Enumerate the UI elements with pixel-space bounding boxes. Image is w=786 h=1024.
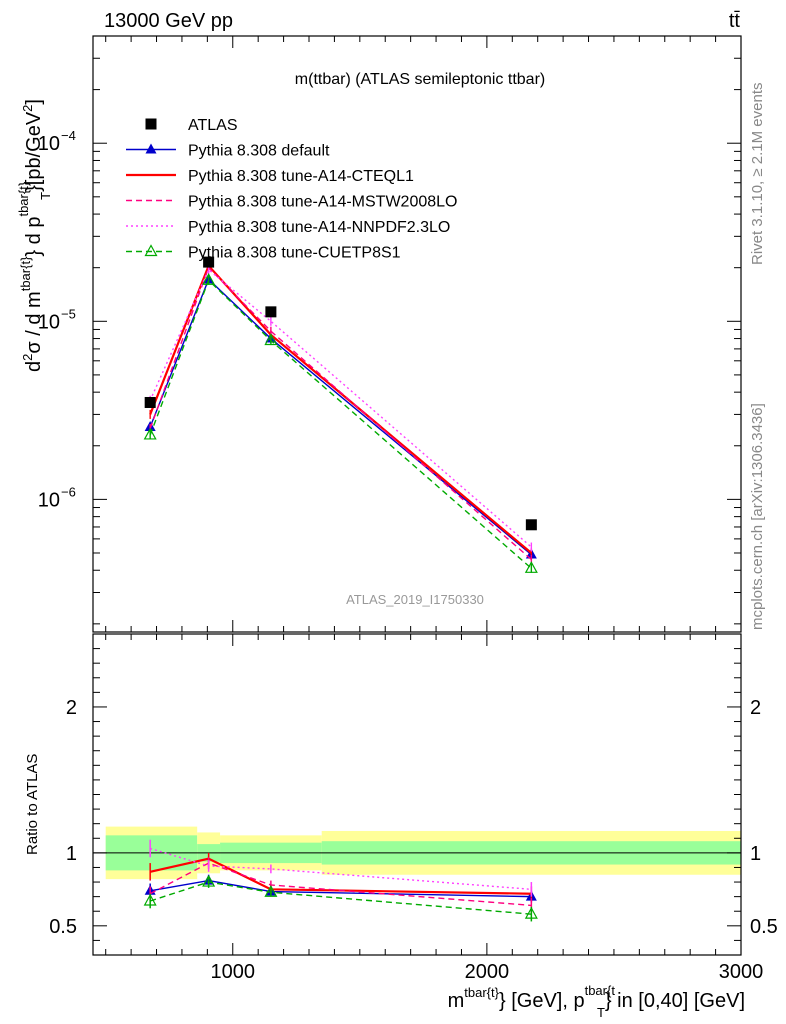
x-tick-label: 3000 [719,961,764,983]
data-point [525,519,537,531]
x-tick-label: 1000 [211,961,256,983]
series-point [202,273,216,285]
ratio-y-tick-label-right: 2 [750,697,761,719]
legend-marker [145,143,157,154]
y-tick-label: 10 [38,133,60,155]
legend-label: ATLAS [188,117,238,134]
series-line [149,263,533,554]
y-tick-label: 10 [38,311,60,333]
series-line [149,278,532,556]
series-point [143,427,157,440]
legend: ATLAS Pythia 8.308 default Pythia 8.308 tu… [126,117,457,262]
ratio-point [264,885,278,897]
axis-labels: mtbar{t}} [GeV], ptbar{t T} in [0,40] [Ge… [16,99,745,1020]
legend-marker [144,244,158,257]
ratio-point [202,874,216,887]
ratio-y-tick-label-right: 1 [750,843,761,865]
series-point [524,561,538,573]
y-tick-exponent: −4 [61,128,76,143]
plot-title: m(ttbar) (ATLAS semileptonic ttbar) [295,71,545,88]
ratio-panel-frame [92,633,742,956]
header-right: tt̄ [729,10,741,32]
ratio-y-tick-label: 0.5 [49,916,77,938]
ratio-axis-label: Ratio to ATLAS [24,754,41,855]
legend-label: Pythia 8.308 default [188,143,330,160]
y-tick-label: 10 [38,489,60,511]
series-line [149,268,532,548]
legend-label: Pythia 8.308 tune-A14-MSTW2008LO [188,194,457,211]
ratio-y-tick-label: 1 [66,843,77,865]
series-line [149,266,532,560]
y-tick-exponent: −5 [61,306,76,321]
data-point [144,396,156,408]
ratio-line [149,857,532,895]
main-panel-series [143,256,538,573]
main-panel-frame [92,35,742,633]
legend-label: Pythia 8.308 tune-A14-CTEQL1 [188,168,414,185]
ratio-line [149,847,532,891]
ratio-point [524,906,538,919]
data-point [203,256,215,268]
x-axis-label: mtbar{t}} [GeV], ptbar{t T} in [0,40] [Ge… [448,983,745,1020]
legend-marker [145,118,157,130]
series-point [264,333,278,346]
y-axis-label: d2σ / d mtbar{t}} d ptbar{t} T}[pb/GeV2] [16,99,53,372]
ratio-point [143,893,157,906]
header-left: 13000 GeV pp [104,10,233,32]
legend-label: Pythia 8.308 tune-CUETP8S1 [188,245,401,262]
rivet-label: Rivet 3.1.10, ≥ 2.1M events [749,83,766,266]
ratio-y-tick-label-right: 0.5 [750,916,778,938]
ratio-y-tick-label: 2 [66,697,77,719]
y-tick-exponent: −6 [61,484,76,499]
ratio-panel-series [143,839,538,922]
ratio-line [150,879,532,898]
ratio-line [149,862,532,907]
mcplots-label: mcplots.cern.ch [arXiv:1306.3436] [749,403,766,630]
data-point [265,306,277,318]
legend-label: Pythia 8.308 tune-A14-NNPDF2.3LO [188,219,450,236]
series-line [149,279,532,569]
analysis-watermark: ATLAS_2019_I1750330 [346,592,484,607]
ratio-line [149,881,532,915]
x-tick-label: 2000 [465,961,510,983]
